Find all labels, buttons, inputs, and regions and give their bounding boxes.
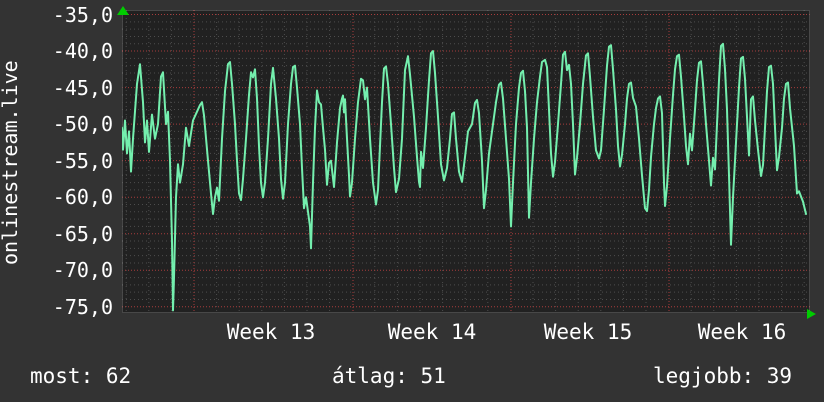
y-tick-label: -75,0 — [52, 294, 113, 319]
x-axis-arrow-icon — [807, 309, 816, 319]
chart-canvas — [122, 10, 810, 313]
x-week-label: Week 15 — [543, 320, 633, 344]
chart-vertical-title: onlinestream.live — [0, 60, 22, 266]
stat-best: legjobb: 39 — [653, 364, 793, 388]
x-week-label: Week 13 — [226, 320, 316, 344]
y-tick-label: -55,0 — [52, 148, 113, 173]
data-line — [122, 42, 807, 312]
x-week-label: Week 14 — [387, 320, 477, 344]
y-tick-label: -60,0 — [52, 185, 113, 210]
y-tick-label: -35,0 — [52, 2, 113, 27]
y-tick-label: -45,0 — [52, 75, 113, 100]
y-axis-arrow-icon — [117, 6, 129, 15]
x-week-label: Week 16 — [697, 320, 787, 344]
y-tick-label: -40,0 — [52, 39, 113, 64]
y-tick-label: -65,0 — [52, 221, 113, 246]
stat-current: most: 62 — [30, 364, 132, 388]
plot-area — [122, 10, 810, 313]
plot-border — [122, 10, 810, 313]
stat-average: átlag: 51 — [332, 364, 446, 388]
y-tick-label: -50,0 — [52, 112, 113, 137]
y-tick-label: -70,0 — [52, 258, 113, 283]
